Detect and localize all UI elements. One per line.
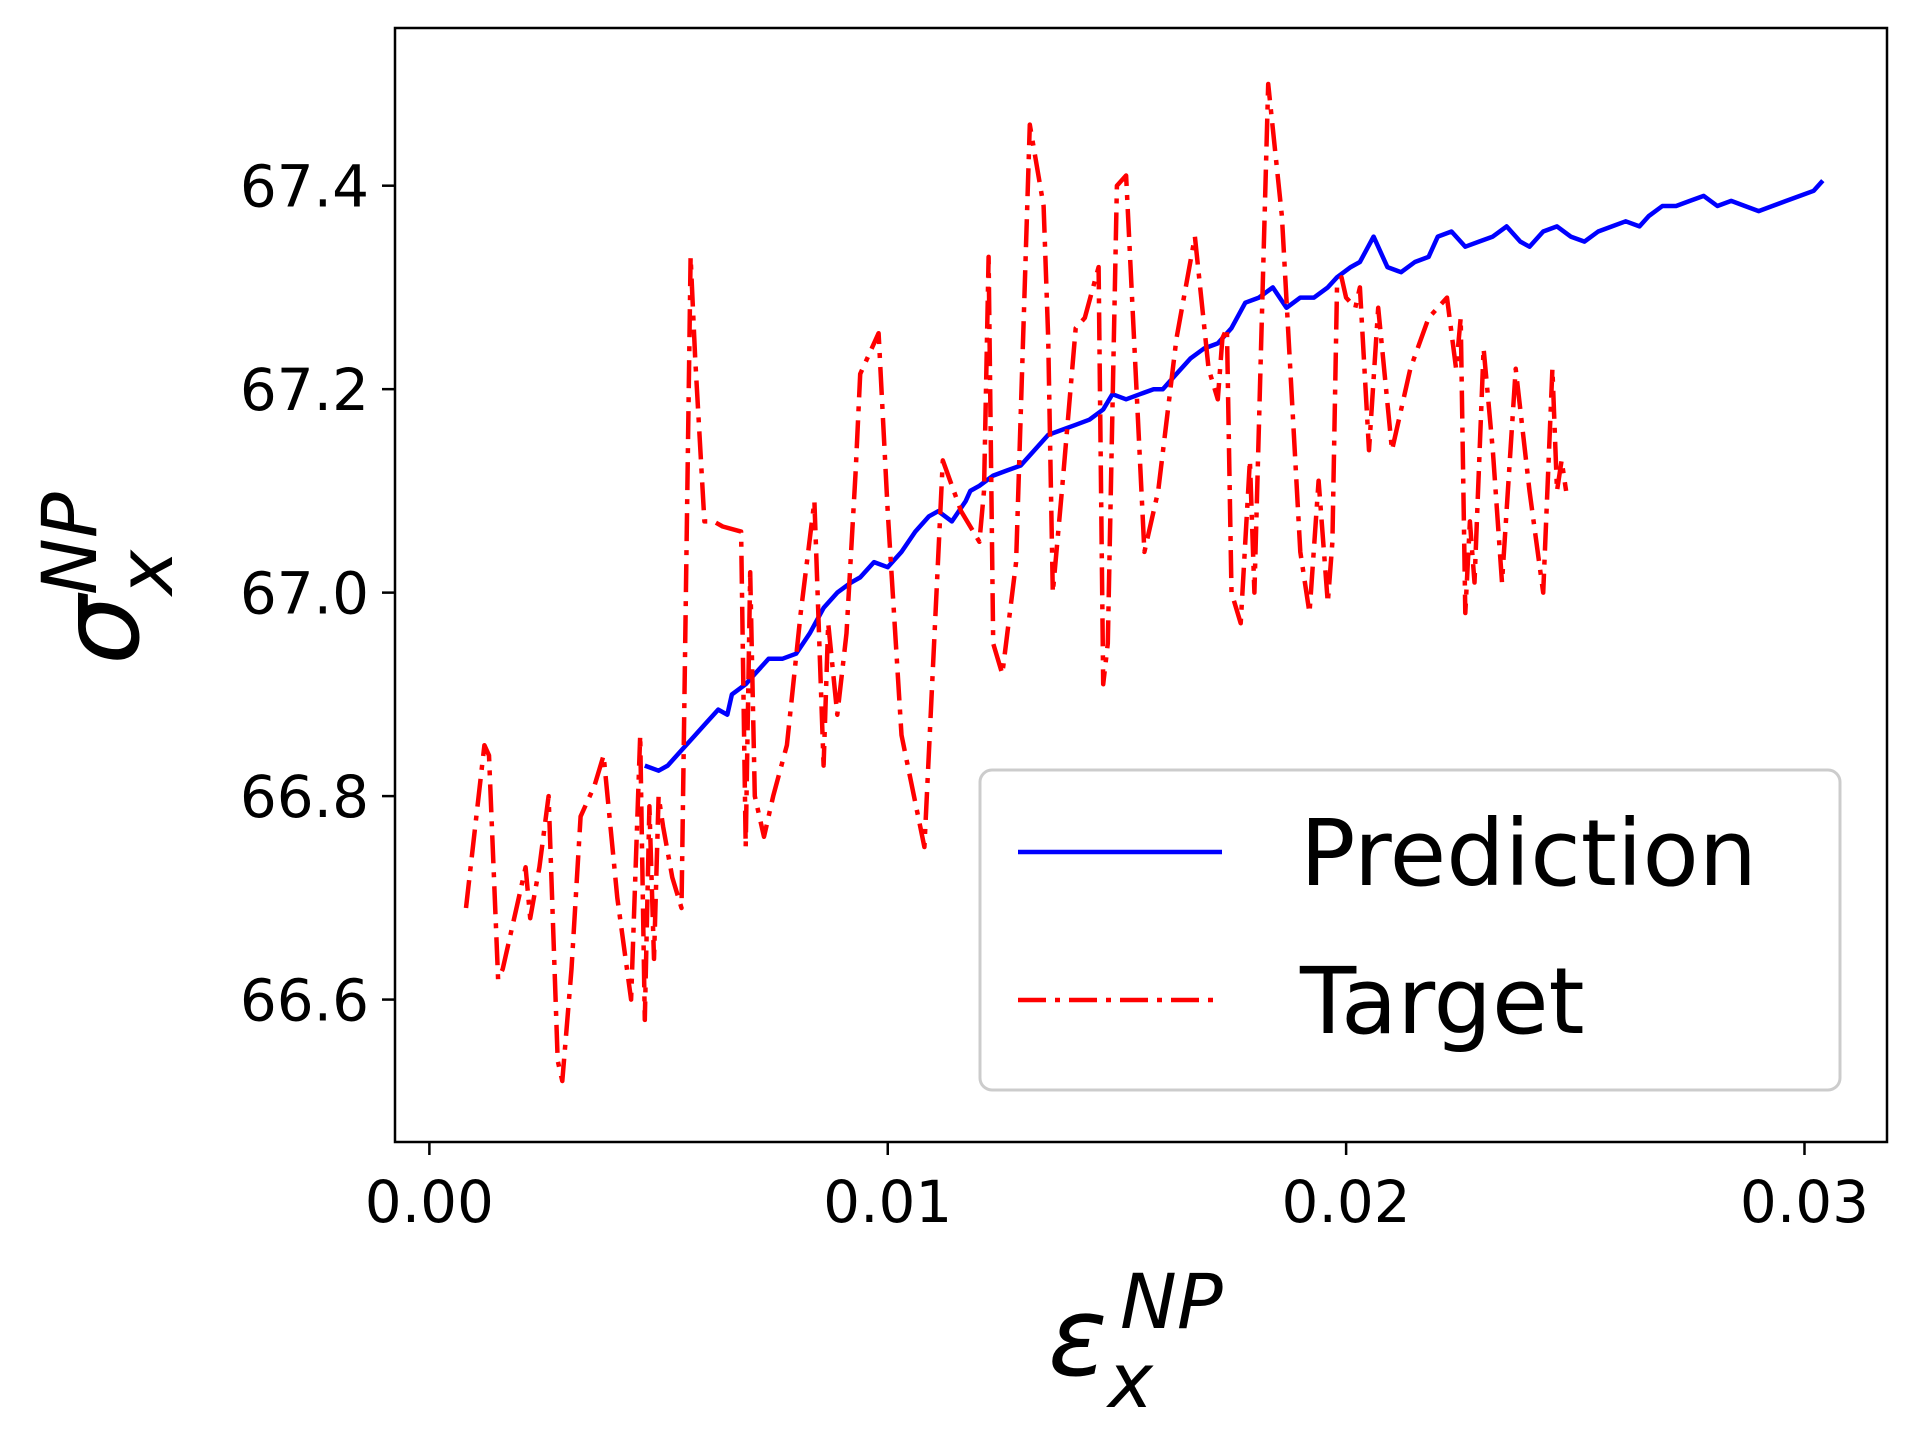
x-tick-label: 0.01 — [823, 1168, 952, 1236]
x-axis-label-sup: NP — [1120, 1257, 1223, 1346]
x-tick-label: 0.02 — [1282, 1168, 1411, 1236]
y-tick-label: 67.0 — [240, 560, 369, 628]
plot-area — [463, 81, 1825, 1084]
y-tick-label: 66.6 — [240, 967, 369, 1035]
y-tick-label: 66.8 — [240, 763, 369, 831]
x-tick-label: 0.00 — [365, 1168, 494, 1236]
axes-frame — [393, 26, 1889, 1144]
x-axis-label-main: ε — [1048, 1273, 1107, 1401]
series-line-prediction — [644, 179, 1825, 773]
legend-label-prediction: Prediction — [1300, 800, 1757, 907]
y-tick-label: 67.2 — [240, 356, 369, 424]
series-line-target — [463, 81, 1569, 1084]
y-tick-label: 67.4 — [240, 153, 369, 221]
legend-label-target: Target — [1299, 948, 1585, 1055]
y-axis-label-main: σ — [36, 592, 164, 665]
y-axis-label-sup: NP — [25, 492, 114, 595]
x-axis-label-sub: x — [1106, 1336, 1154, 1425]
x-tick-label: 0.03 — [1740, 1168, 1869, 1236]
y-axis-label-sub: x — [101, 549, 190, 597]
x-axis-label: ε xNP — [1048, 1257, 1223, 1425]
legend: Prediction Target — [978, 768, 1842, 1092]
